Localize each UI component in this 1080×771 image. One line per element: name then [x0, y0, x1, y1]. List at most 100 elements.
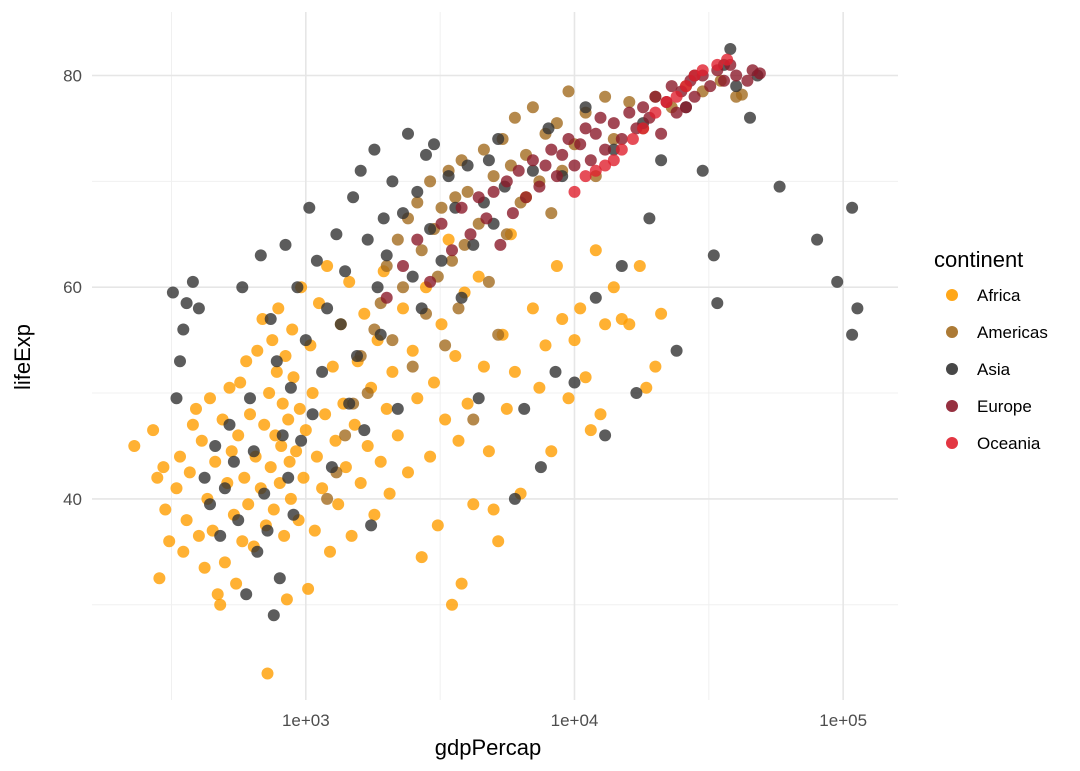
data-point [455, 577, 468, 590]
data-point [406, 360, 419, 373]
data-point [180, 297, 193, 310]
data-point [526, 154, 539, 167]
data-point [214, 598, 227, 611]
data-point [549, 365, 562, 378]
data-point [550, 170, 563, 183]
data-point [744, 111, 756, 124]
data-point [299, 334, 312, 347]
data-point [512, 164, 525, 177]
data-point [397, 260, 409, 272]
data-point [319, 408, 332, 421]
data-point [280, 593, 293, 606]
data-point [293, 402, 306, 415]
data-point [545, 207, 558, 220]
data-point [492, 328, 505, 341]
data-point [383, 487, 396, 500]
data-point [599, 318, 612, 331]
data-point [345, 529, 358, 542]
data-point [183, 466, 196, 479]
data-point [258, 487, 271, 500]
data-point [584, 154, 597, 167]
series-africa [128, 191, 668, 680]
data-point [568, 185, 581, 198]
legend: continent Africa Americas Asia Europe Oceani… [934, 247, 1048, 453]
data-point [492, 133, 505, 145]
data-point [607, 117, 620, 130]
data-point [244, 392, 256, 405]
data-point [589, 244, 602, 257]
data-point [500, 175, 513, 188]
data-point [284, 381, 297, 394]
data-point [290, 445, 303, 458]
series-asia [166, 43, 864, 622]
data-point [232, 429, 245, 442]
data-point [467, 498, 480, 511]
data-point [128, 440, 141, 452]
data-point [487, 503, 500, 516]
data-point [163, 535, 176, 548]
x-axis-title: gdpPercap [435, 735, 541, 760]
data-point [623, 318, 636, 331]
data-point [615, 143, 628, 156]
data-point [339, 429, 352, 442]
data-point [724, 43, 737, 55]
data-point [343, 397, 356, 410]
data-point [568, 159, 581, 172]
data-point [198, 561, 211, 574]
data-point [198, 471, 211, 484]
data-point [467, 238, 480, 251]
data-point [339, 265, 352, 278]
data-point [449, 191, 462, 204]
data-point [458, 238, 471, 251]
data-point [380, 291, 393, 304]
data-point [284, 492, 297, 505]
data-point [482, 445, 495, 458]
data-point [170, 482, 183, 495]
data-point [406, 344, 419, 357]
data-point [508, 111, 521, 124]
data-point [192, 302, 205, 315]
data-point [276, 429, 289, 442]
data-point [626, 133, 639, 145]
data-point [295, 434, 308, 447]
data-point [380, 402, 393, 415]
data-point [680, 101, 692, 114]
data-point [343, 275, 356, 288]
data-point [637, 101, 650, 114]
data-point [730, 69, 743, 82]
data-point [147, 424, 160, 437]
legend-key-europe [946, 400, 958, 412]
data-point [377, 212, 390, 225]
data-point [574, 138, 587, 151]
data-point [556, 148, 569, 161]
data-point [270, 355, 283, 368]
data-point [354, 477, 367, 489]
data-point [273, 572, 286, 585]
data-point [680, 80, 692, 93]
data-point [316, 482, 329, 495]
data-point [192, 529, 205, 542]
data-point [721, 53, 734, 66]
data-point [442, 170, 455, 183]
data-point [282, 471, 295, 484]
y-axis-ticks: 40 60 80 [63, 67, 82, 509]
data-point [562, 133, 575, 145]
data-point [589, 291, 602, 304]
data-point [574, 302, 587, 315]
legend-label-asia: Asia [977, 360, 1011, 379]
data-point [599, 429, 612, 442]
data-point [275, 440, 288, 452]
data-point [428, 376, 440, 389]
data-point [279, 350, 292, 362]
data-point [753, 67, 766, 80]
data-point [464, 228, 477, 241]
data-point [599, 143, 612, 156]
data-point [500, 228, 513, 241]
data-point [442, 233, 455, 246]
data-point [303, 201, 316, 214]
data-point [446, 244, 458, 257]
data-points [128, 43, 864, 680]
data-point [539, 339, 552, 352]
data-point [287, 508, 300, 521]
